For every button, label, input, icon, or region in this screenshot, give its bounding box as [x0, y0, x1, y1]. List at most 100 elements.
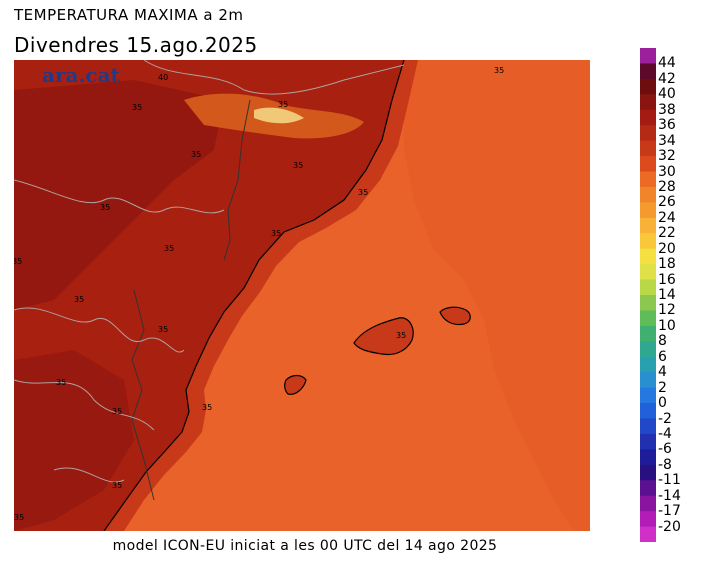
contour-label: 35: [494, 66, 504, 75]
colorbar-tick-label: -20: [658, 518, 681, 535]
colorbar-tick-label: 16: [658, 271, 676, 288]
colorbar-tick-label: -4: [658, 425, 672, 442]
contour-label: 35: [112, 407, 122, 416]
ara-logo: ara.cat: [42, 63, 121, 87]
contour-label: 35: [56, 378, 66, 387]
colorbar-swatch: [640, 140, 656, 157]
contour-label: 35: [396, 331, 406, 340]
colorbar-swatch: [640, 217, 656, 234]
colorbar-tick-label: 2: [658, 379, 667, 396]
colorbar-tick-label: 12: [658, 302, 676, 319]
colorbar-swatch: [640, 325, 656, 342]
mallorca-island: [353, 317, 414, 356]
contour-label: 35: [164, 244, 174, 253]
colorbar-swatch: [640, 248, 656, 265]
colorbar-swatch: [640, 403, 656, 419]
colorbar-swatch: [640, 511, 656, 528]
colorbar-swatch: [640, 480, 656, 497]
colorbar-tick-label: 6: [658, 348, 667, 365]
sea-band: [404, 60, 590, 531]
colorbar-swatch: [640, 171, 656, 188]
colorbar-swatch: [640, 63, 656, 80]
colorbar-tick-label: -17: [658, 503, 681, 520]
colorbar-tick-label: 38: [658, 101, 676, 118]
border-line: [223, 99, 251, 261]
hot-zone: [14, 80, 224, 310]
contour-label: 35: [271, 229, 281, 238]
temperature-map: ara.cat 40 35 35 35 35 35 35 35 35 35 35…: [14, 60, 590, 531]
colorbar-swatch: [640, 295, 656, 311]
colorbar-tick-label: 4: [658, 364, 667, 381]
temperature-colorbar: [640, 48, 656, 542]
colorbar-tick-label: 42: [658, 70, 676, 87]
colorbar-swatch: [640, 186, 656, 203]
colorbar-swatch: [640, 341, 656, 358]
colorbar-tick-label: 30: [658, 163, 676, 180]
colorbar-swatch: [640, 495, 656, 512]
colorbar-swatch: [640, 125, 656, 142]
contour-label: 40: [158, 73, 168, 82]
ibiza-island: [284, 374, 307, 395]
colorbar-tick-label: 22: [658, 225, 676, 242]
colorbar-tick-label: 34: [658, 132, 676, 149]
colorbar-swatch: [640, 264, 656, 281]
contour-line: [143, 60, 405, 95]
model-info: model ICON-EU iniciat a les 00 UTC del 1…: [112, 538, 498, 554]
colorbar-swatch: [640, 449, 656, 466]
contour-label: 35: [14, 513, 24, 522]
chart-title: TEMPERATURA MAXIMA a 2m: [14, 6, 244, 24]
colorbar-tick-label: -14: [658, 487, 681, 504]
colorbar-swatch: [640, 433, 656, 450]
menorca-island: [439, 306, 471, 326]
colorbar-tick-label: -11: [658, 472, 681, 489]
colorbar-swatch: [640, 356, 656, 373]
colorbar-swatch: [640, 202, 656, 219]
forecast-date: Divendres 15.ago.2025: [14, 33, 258, 57]
colorbar-tick-label: 28: [658, 178, 676, 195]
colorbar-swatch: [640, 48, 656, 64]
contour-label: 35: [74, 295, 84, 304]
colorbar-swatch: [640, 372, 656, 389]
contour-label: 35: [100, 203, 110, 212]
contour-label: 35: [202, 403, 212, 412]
pyrenees-peak: [254, 107, 304, 124]
colorbar-swatch: [640, 310, 656, 327]
colorbar-tick-label: 26: [658, 194, 676, 211]
colorbar-swatch: [640, 387, 656, 404]
colorbar-swatch: [640, 156, 656, 172]
contour-label: 35: [14, 257, 22, 266]
colorbar-swatch: [640, 78, 656, 95]
colorbar-tick-label: -6: [658, 441, 672, 458]
contour-label: 35: [358, 188, 368, 197]
colorbar-tick-label: 20: [658, 240, 676, 257]
colorbar-swatch: [640, 526, 656, 542]
colorbar-tick-label: 8: [658, 333, 667, 350]
colorbar-swatch: [640, 94, 656, 111]
coastline: [103, 60, 405, 531]
colorbar-tick-label: 14: [658, 287, 676, 303]
colorbar-tick-label: 32: [658, 148, 676, 165]
colorbar-swatch: [640, 279, 656, 296]
contour-label: 35: [158, 325, 168, 334]
colorbar-swatch: [640, 418, 656, 435]
contour-label: 35: [191, 150, 201, 159]
contour-line: [14, 307, 185, 353]
colorbar-tick-label: 40: [658, 86, 676, 103]
contour-label: 35: [132, 103, 142, 112]
contour-line: [53, 467, 125, 483]
hot-zone: [14, 350, 134, 531]
border-line: [131, 289, 155, 501]
contour-line: [14, 179, 225, 214]
colorbar-tick-label: 44: [658, 55, 676, 72]
contour-label: 35: [278, 100, 288, 109]
colorbar-tick-label: 18: [658, 256, 676, 273]
colorbar-tick-label: -8: [658, 456, 672, 473]
colorbar-tick-label: 24: [658, 209, 676, 226]
contour-label: 35: [112, 481, 122, 490]
contour-line: [14, 379, 155, 431]
colorbar-tick-label: 10: [658, 317, 676, 334]
colorbar-labels: 44 42 40 38 36 34 32 30 28 26 24 22 20 18 16 14 12 10 8 6 4 2…: [658, 48, 703, 542]
colorbar-swatch: [640, 233, 656, 250]
contour-label: 35: [293, 161, 303, 170]
colorbar-tick-label: 36: [658, 117, 676, 134]
